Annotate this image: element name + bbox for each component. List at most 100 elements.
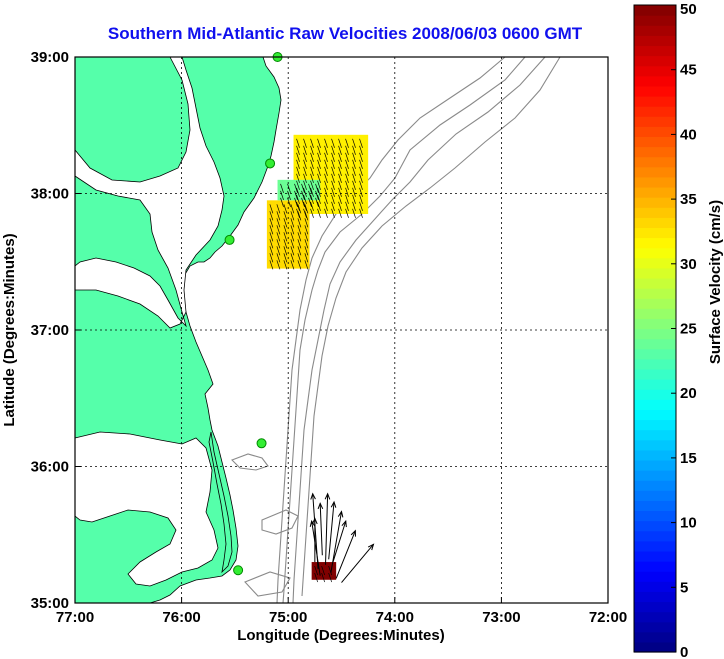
colorbar-segment [634,318,676,330]
region-arrow [338,187,342,197]
region-arrow [290,211,295,221]
colorbar-segment [634,308,676,319]
colorbar-segment [634,106,676,117]
region-arrow [359,145,363,155]
colorbar-tick-label: 5 [680,579,688,596]
region-arrow [314,572,318,583]
region-arrow [317,152,321,162]
velocity-vector [341,543,374,583]
colorbar-tick-label: 50 [680,1,697,18]
region-arrow [303,152,307,162]
vector-arrowhead [324,492,331,500]
region-arrow [297,225,302,235]
region-arrow [269,246,274,256]
region-arrow [310,166,314,176]
x-tick-label: 77:00 [56,609,94,626]
pamlico-sound [74,431,219,587]
region-arrow [328,565,332,576]
colorbar-tick-label: 10 [680,515,697,532]
region-arrow [310,187,314,197]
colorbar-segment [634,217,676,229]
colorbar-segment [634,116,676,127]
velocity-vector [335,530,356,579]
colorbar-segment [634,510,676,522]
region-arrow [304,211,309,221]
colorbar-segment [634,358,676,370]
region-arrow [304,246,309,256]
region-arrow [345,152,349,162]
colorbar-segment [634,247,676,259]
region-arrow [303,173,307,183]
region-arrow [290,260,295,270]
radar-site-marker [233,565,244,576]
colorbar-segment [634,449,676,461]
region-arrow [301,197,305,207]
colorbar-segment [634,379,676,390]
velocity-region [277,179,321,201]
colorbar-segment [634,85,676,97]
region-arrow [352,138,356,148]
isobath-ring-3 [244,571,291,597]
colorbar-segment [634,540,676,552]
velocity-vectors [309,492,375,583]
region-arrow [338,159,342,169]
region-arrow [296,208,300,218]
region-arrow [317,194,321,204]
radar-sites [224,52,283,576]
region-arrow [352,159,356,169]
region-arrow [352,208,356,218]
velocity-vector [332,520,347,563]
colorbar-tick-label: 45 [680,62,697,79]
region-arrow [324,194,328,204]
region-arrow [324,145,328,155]
region-arrow [290,218,295,228]
radar-site-marker [265,158,276,169]
region-arrow [296,194,300,204]
colorbar-segment [634,419,676,431]
region-arrow [317,208,321,218]
region-arrow [359,159,363,169]
colorbar-segment [634,409,676,421]
region-arrow [308,197,312,207]
region-arrow [276,260,281,270]
region-arrow [276,246,281,256]
colorbar-segment [634,641,676,653]
colorbar-segment [634,561,676,572]
region-arrow [338,145,342,155]
region-arrow [304,253,309,263]
colorbar-segment [634,35,676,47]
colorbar-segment [634,166,676,178]
region-arrow [345,159,349,169]
isobath-ring-2 [261,509,299,535]
x-tick-label: 76:00 [162,609,200,626]
region-arrow [310,152,314,162]
isobath-4 [301,56,561,597]
region-arrow [303,145,307,155]
region-arrow [269,204,274,214]
colorbar-segment [634,621,676,633]
region-arrow [297,253,302,263]
region-arrow [345,138,349,148]
region-arrow [296,166,300,176]
region-arrow [321,565,325,576]
region-arrow [331,194,335,204]
region-arrow [338,194,342,204]
region-arrow [283,239,288,249]
colorbar-segment [634,207,676,218]
colorbar-segment [634,5,676,16]
region-arrow [297,218,302,228]
colorbar-segment [634,55,676,67]
colorbar-tick-label: 0 [680,644,688,659]
colorbar-segment [634,348,676,360]
colorbar-segment [634,591,676,603]
plot-frame [74,56,609,604]
colorbar-segment [634,95,676,107]
x-tick-label: 73:00 [482,609,520,626]
isobath-3 [276,56,506,604]
colorbar-tick-label: 40 [680,126,697,143]
region-arrow [297,260,302,270]
region-arrow [331,152,335,162]
region-arrow [359,166,363,176]
region-arrow [338,152,342,162]
region-arrow [303,180,307,190]
